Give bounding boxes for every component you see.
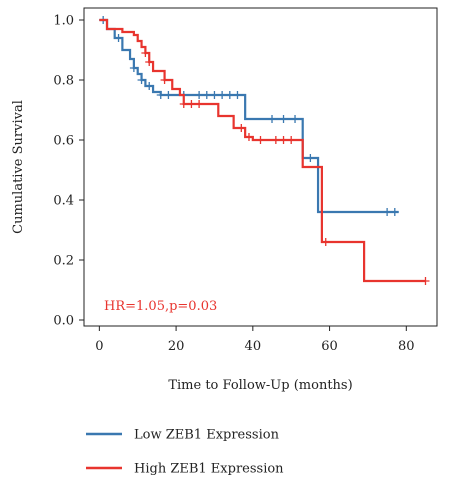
censor-mark <box>383 208 392 216</box>
plot-area <box>99 16 430 285</box>
censor-mark <box>129 64 138 72</box>
censor-mark <box>195 91 204 99</box>
survival-curve-high <box>99 18 426 283</box>
censor-mark <box>321 238 330 246</box>
x-tick-label: 80 <box>398 339 415 354</box>
censor-mark <box>195 100 204 108</box>
censor-mark <box>237 124 246 132</box>
x-tick-label: 40 <box>245 339 262 354</box>
censor-mark <box>218 91 227 99</box>
censor-mark <box>137 76 146 84</box>
hr-annotation: HR=1.05,p=0.03 <box>104 299 217 314</box>
y-tick-label: 0.8 <box>53 74 74 89</box>
censor-mark <box>421 277 430 285</box>
censor-mark <box>279 115 288 123</box>
censor-mark <box>291 115 300 123</box>
x-axis-title: Time to Follow-Up (months) <box>168 378 352 393</box>
censor-mark <box>160 76 169 84</box>
censor-mark <box>268 115 277 123</box>
censor-mark <box>233 91 242 99</box>
censor-mark <box>256 136 265 144</box>
censor-mark <box>145 82 154 90</box>
y-tick-label: 1.0 <box>53 14 74 29</box>
censor-mark <box>279 136 288 144</box>
censor-mark <box>114 34 123 42</box>
y-axis-title: Cumulative Survival <box>11 100 26 234</box>
censor-mark <box>287 136 296 144</box>
x-tick-label: 20 <box>168 339 185 354</box>
censor-mark <box>271 136 280 144</box>
y-tick-label: 0.0 <box>53 314 74 329</box>
censor-mark <box>306 154 315 162</box>
legend-label-high: High ZEB1 Expression <box>134 462 284 477</box>
plot-frame <box>83 7 438 327</box>
x-tick-label: 60 <box>321 339 338 354</box>
survival-curve-low <box>99 18 399 214</box>
y-tick-label: 0.6 <box>53 134 74 149</box>
censor-mark <box>390 208 399 216</box>
y-tick-label: 0.4 <box>53 194 74 209</box>
censor-mark <box>202 91 211 99</box>
censor-mark <box>145 58 154 66</box>
censor-mark <box>210 91 219 99</box>
axes: 0 20 40 60 80 0.0 0.2 0.4 0.6 0.8 1.0 <box>53 7 438 354</box>
censor-mark <box>244 133 253 141</box>
censor-mark <box>141 49 150 57</box>
censor-mark <box>187 100 196 108</box>
censor-mark <box>179 100 188 108</box>
legend-label-low: Low ZEB1 Expression <box>134 428 280 443</box>
x-tick-label: 0 <box>95 339 103 354</box>
censor-mark <box>156 91 165 99</box>
censor-mark <box>225 91 234 99</box>
y-tick-label: 0.2 <box>53 254 74 269</box>
legend: Low ZEB1 Expression High ZEB1 Expression <box>86 428 284 477</box>
censor-mark <box>164 91 173 99</box>
